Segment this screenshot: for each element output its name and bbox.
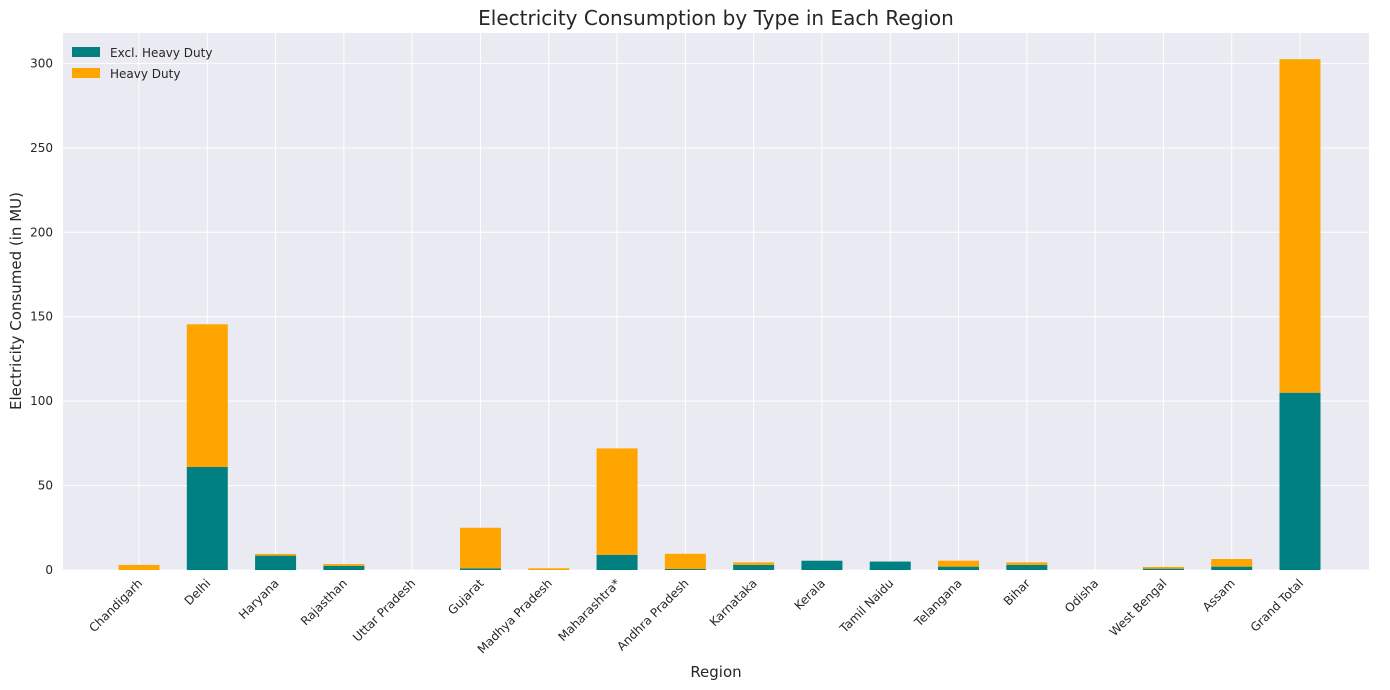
x-tick-label-delhi: Delhi	[182, 576, 214, 608]
bar-heavy-duty-telangana	[938, 560, 980, 567]
x-tick-label-grand-total: Grand Total	[1248, 576, 1306, 634]
bar-excl-heavy-duty-kerala	[801, 560, 843, 570]
x-tick-label-karnataka: Karnataka	[707, 576, 760, 629]
y-tick-label-200: 200	[30, 225, 53, 239]
bar-heavy-duty-rajasthan	[323, 564, 365, 566]
x-tick-label-haryana: Haryana	[236, 576, 282, 622]
y-tick-label-150: 150	[30, 310, 53, 324]
bar-excl-heavy-duty-andhra-pradesh	[664, 568, 706, 570]
y-tick-label-0: 0	[45, 563, 53, 577]
y-axis-ticks: 0 50 100 150 200 250 300	[30, 56, 53, 577]
x-tick-label-tamil-naidu: Tamil Naidu	[836, 576, 896, 636]
bar-heavy-duty-haryana	[255, 553, 297, 556]
x-tick-label-chandigarh: Chandigarh	[86, 576, 145, 635]
bar-excl-heavy-duty-karnataka	[733, 564, 775, 570]
bar-excl-heavy-duty-gujarat	[459, 568, 501, 570]
bar-heavy-duty-bihar	[1006, 562, 1048, 565]
y-tick-label-50: 50	[38, 479, 53, 493]
y-tick-label-300: 300	[30, 56, 53, 70]
x-tick-label-bihar: Bihar	[1001, 576, 1033, 608]
legend-label-excl-heavy-duty: Excl. Heavy Duty	[110, 46, 212, 60]
x-axis-label: Region	[690, 663, 741, 681]
x-tick-label-assam: Assam	[1200, 576, 1238, 614]
bar-excl-heavy-duty-delhi	[186, 466, 228, 570]
bar-excl-heavy-duty-west-bengal	[1142, 568, 1184, 570]
plot-background	[63, 33, 1369, 570]
bar-excl-heavy-duty-tamil-naidu	[869, 561, 911, 570]
y-tick-label-100: 100	[30, 394, 53, 408]
bar-heavy-duty-maharashtra	[596, 448, 638, 555]
bar-heavy-duty-karnataka	[733, 562, 775, 565]
x-tick-label-kerala: Kerala	[792, 576, 829, 613]
bar-excl-heavy-duty-grand-total	[1279, 392, 1321, 570]
y-tick-label-250: 250	[30, 141, 53, 155]
legend: Excl. Heavy Duty Heavy Duty	[72, 46, 212, 81]
y-axis-label: Electricity Consumed (in MU)	[7, 192, 25, 410]
x-tick-label-maharashtra: Maharashtra*	[555, 576, 623, 644]
bar-excl-heavy-duty-bihar	[1006, 564, 1048, 570]
x-tick-label-west-bengal: West Bengal	[1107, 576, 1170, 639]
bar-heavy-duty-west-bengal	[1142, 566, 1184, 569]
x-axis-ticks: Chandigarh Delhi Haryana Rajasthan Uttar Pra…	[86, 576, 1306, 656]
bars-layer	[118, 59, 1321, 570]
bar-excl-heavy-duty-telangana	[938, 566, 980, 570]
bar-excl-heavy-duty-rajasthan	[323, 565, 365, 570]
bar-excl-heavy-duty-haryana	[255, 555, 297, 570]
bar-heavy-duty-andhra-pradesh	[664, 553, 706, 569]
bar-heavy-duty-chandigarh	[118, 564, 160, 570]
bar-excl-heavy-duty-assam	[1211, 566, 1253, 570]
legend-swatch-excl-heavy-duty	[72, 47, 100, 57]
bar-heavy-duty-gujarat	[459, 527, 501, 569]
chart-title: Electricity Consumption by Type in Each …	[478, 6, 954, 30]
x-tick-label-odisha: Odisha	[1062, 576, 1101, 615]
bar-heavy-duty-delhi	[186, 324, 228, 467]
bar-heavy-duty-grand-total	[1279, 59, 1321, 393]
bar-heavy-duty-assam	[1211, 559, 1253, 567]
x-tick-label-gujarat: Gujarat	[445, 576, 487, 618]
bar-excl-heavy-duty-maharashtra	[596, 554, 638, 570]
x-tick-label-telangana: Telangana	[911, 576, 965, 630]
legend-label-heavy-duty: Heavy Duty	[110, 67, 180, 81]
legend-swatch-heavy-duty	[72, 68, 100, 78]
x-tick-label-uttar-pradesh: Uttar Pradesh	[350, 576, 418, 644]
x-tick-label-madhya-pradesh: Madhya Pradesh	[475, 576, 555, 656]
bar-heavy-duty-madhya-pradesh	[528, 568, 570, 570]
x-tick-label-andhra-pradesh: Andhra Pradesh	[614, 576, 691, 653]
x-tick-label-rajasthan: Rajasthan	[298, 576, 350, 628]
